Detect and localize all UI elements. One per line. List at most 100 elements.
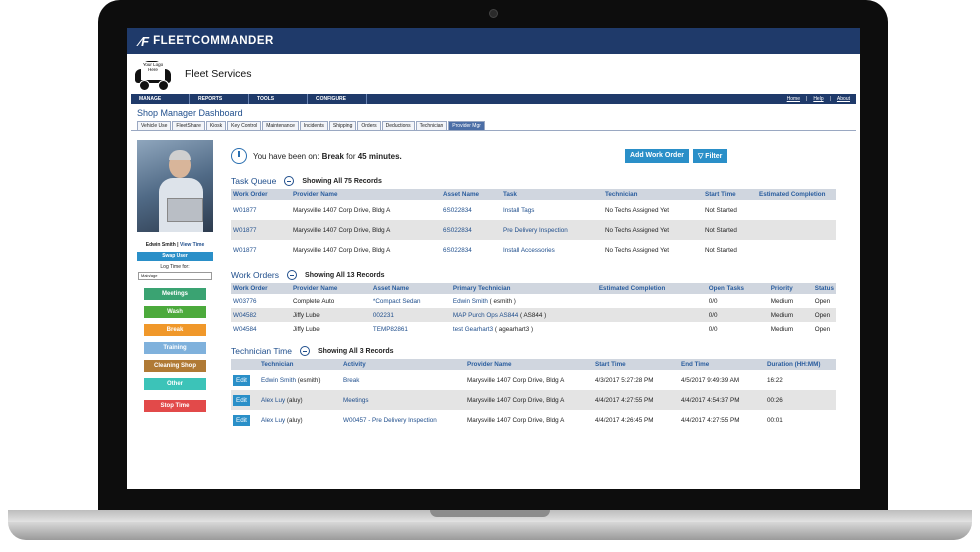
column-header[interactable]: Priority <box>768 283 813 294</box>
table-header-row: Work Order Provider Name Asset Name Prim… <box>231 283 836 294</box>
swap-user-button[interactable]: Swap User <box>137 252 213 261</box>
column-header[interactable]: Technician <box>603 189 703 200</box>
tab-maintenance[interactable]: Maintenance <box>262 121 299 130</box>
stop-time-button[interactable]: Stop Time <box>144 400 206 412</box>
webcam <box>489 9 498 18</box>
meetings-button[interactable]: Meetings <box>144 288 206 300</box>
filter-button[interactable]: ▽ Filter <box>692 149 728 163</box>
technician-link[interactable]: Edwin Smith <box>452 297 488 305</box>
break-button[interactable]: Break <box>144 324 206 336</box>
wash-button[interactable]: Wash <box>144 306 206 318</box>
work-order-link[interactable]: W04582 <box>231 308 291 322</box>
menu-tools[interactable]: TOOLS <box>249 94 308 104</box>
home-link[interactable]: Home <box>786 96 800 102</box>
training-button[interactable]: Training <box>144 342 206 354</box>
asset-link[interactable]: 6S022834 <box>443 206 472 214</box>
tab-key-control[interactable]: Key Control <box>227 121 262 130</box>
asset-link[interactable]: *Compact Sedan <box>372 297 421 305</box>
column-header[interactable]: Asset Name <box>370 283 451 294</box>
column-header[interactable]: Provider Name <box>291 189 441 200</box>
provider-cell: Marysville 1407 Corp Drive, Bldg A <box>291 220 441 240</box>
column-header[interactable]: Primary Technician <box>450 283 597 294</box>
log-time-select[interactable]: Main/age <box>138 272 212 280</box>
about-link[interactable]: About <box>836 96 850 102</box>
asset-link[interactable]: 002231 <box>370 308 451 322</box>
column-header[interactable]: Technician <box>259 359 341 370</box>
collapse-icon[interactable] <box>299 346 310 356</box>
task-link[interactable]: Pre Delivery Inspection <box>501 220 603 240</box>
column-header[interactable]: Activity <box>341 359 465 370</box>
open-tasks-cell: 0/0 <box>706 308 769 322</box>
technician-username: (aluy) <box>286 416 303 424</box>
column-header[interactable]: Estimated Completion <box>757 189 836 200</box>
column-header[interactable]: Start Time <box>593 359 679 370</box>
task-link[interactable]: Install Accessories <box>503 246 555 254</box>
help-link[interactable]: Help <box>813 96 824 102</box>
column-header[interactable]: Duration (HH:MM) <box>765 359 836 370</box>
collapse-icon[interactable] <box>284 176 295 186</box>
technician-username: ( agearhart3 ) <box>494 325 534 333</box>
start-time-cell: Not Started <box>703 220 757 240</box>
column-header[interactable]: Work Order <box>231 189 291 200</box>
technician-link[interactable]: Alex Luy <box>261 396 286 404</box>
other-button[interactable]: Other <box>144 378 206 390</box>
column-header[interactable]: Estimated Completion <box>596 283 707 294</box>
cleaning-shop-button[interactable]: Cleaning Shop <box>144 360 206 372</box>
edit-button[interactable]: Edit <box>233 394 250 406</box>
estimated-completion-cell <box>757 220 836 240</box>
tab-orders[interactable]: Orders <box>357 121 381 130</box>
tab-shipping[interactable]: Shipping <box>328 121 357 130</box>
work-order-link[interactable]: W01877 <box>233 246 257 254</box>
column-header[interactable]: Work Order <box>231 283 291 294</box>
asset-link[interactable]: TEMP82861 <box>372 325 408 333</box>
edit-button[interactable]: Edit <box>233 414 250 426</box>
collapse-icon[interactable] <box>287 270 298 280</box>
menu-manage[interactable]: MANAGE <box>131 94 190 104</box>
activity-link[interactable]: Meetings <box>341 390 465 410</box>
technician-link[interactable]: Alex Luy <box>261 416 286 424</box>
column-header[interactable]: Status <box>812 283 836 294</box>
column-header[interactable]: Task <box>501 189 603 200</box>
column-header[interactable]: Provider Name <box>290 283 371 294</box>
column-header[interactable]: Open Tasks <box>706 283 769 294</box>
brand-name: FLEETCOMMANDER <box>153 35 274 47</box>
technician-time-count: Showing All 3 Records <box>317 347 394 355</box>
activity-link[interactable]: W00457 - Pre Delivery Inspection <box>343 416 437 424</box>
table-row: Edit Alex Luy (aluy) W00457 - Pre Delive… <box>231 410 836 430</box>
asset-link[interactable]: 6S022834 <box>441 220 501 240</box>
tab-deductions[interactable]: Deductions <box>381 121 415 130</box>
tab-kiosk[interactable]: Kiosk <box>205 121 227 130</box>
status-cell: Open <box>812 308 836 322</box>
column-header[interactable]: Start Time <box>703 189 757 200</box>
start-time-cell: 4/3/2017 5:27:28 PM <box>595 376 654 384</box>
table-row: W04584 Jiffy Lube TEMP82861 test Gearhar… <box>231 322 836 336</box>
work-order-link[interactable]: W04584 <box>233 325 257 333</box>
tab-incidents[interactable]: Incidents <box>299 121 328 130</box>
table-header-row: Work Order Provider Name Asset Name Task… <box>231 189 836 200</box>
column-header[interactable]: End Time <box>679 359 765 370</box>
column-header[interactable]: Provider Name <box>465 359 593 370</box>
view-time-link[interactable]: View Time <box>179 242 205 248</box>
edit-button[interactable]: Edit <box>233 374 250 386</box>
activity-link[interactable]: Break <box>343 376 360 384</box>
add-work-order-button[interactable]: Add Work Order <box>625 149 689 163</box>
menu-reports[interactable]: REPORTS <box>190 94 249 104</box>
tab-technician[interactable]: Technician <box>415 121 448 130</box>
technician-time-title: Technician Time <box>231 346 292 356</box>
technician-link[interactable]: Edwin Smith <box>261 376 296 384</box>
menu-configure[interactable]: CONFIGURE <box>308 94 367 104</box>
work-order-link[interactable]: W01877 <box>231 220 291 240</box>
tab-vehicle-use[interactable]: Vehicle Use <box>137 121 172 130</box>
asset-link[interactable]: 6S022834 <box>443 246 472 254</box>
tab-provider-mgr[interactable]: Provider Mgr <box>448 121 485 130</box>
work-order-link[interactable]: W01877 <box>233 206 257 214</box>
task-link[interactable]: Install Tags <box>503 206 535 214</box>
work-order-link[interactable]: W03776 <box>233 297 257 305</box>
technician-cell: No Techs Assigned Yet <box>605 206 669 214</box>
technician-link[interactable]: test Gearhart3 <box>452 325 494 333</box>
tab-fleetshare[interactable]: FleetShare <box>172 121 205 130</box>
technician-link[interactable]: MAP Purch Ops AS844 <box>452 311 519 319</box>
task-queue-count: Showing All 75 Records <box>302 177 382 185</box>
estimated-completion-cell <box>597 322 707 336</box>
column-header[interactable]: Asset Name <box>441 189 501 200</box>
